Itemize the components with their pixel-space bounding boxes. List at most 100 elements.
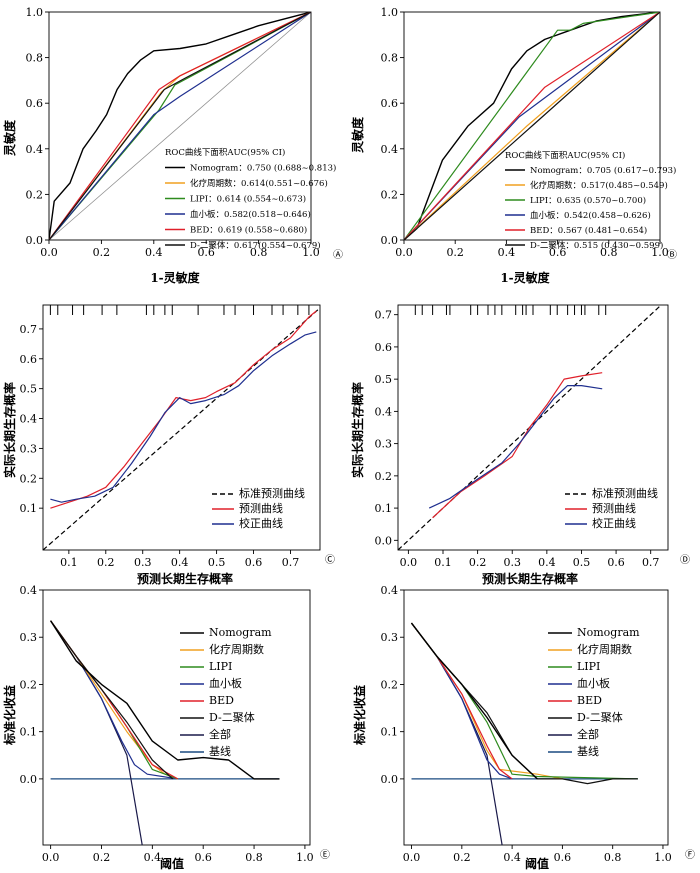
y-tick-label: 1.0 — [381, 6, 399, 19]
x-tick-label: 0.4 — [503, 851, 521, 864]
y-tick-label: 0.4 — [381, 584, 399, 597]
x-tick-label: 1.0 — [296, 851, 314, 864]
legend-label: BED：0.619 (0.558~0.680) — [190, 225, 307, 236]
x-tick-label: 0.2 — [93, 246, 111, 259]
y-axis-label: 标准化收益 — [2, 685, 17, 746]
y-tick-label: 0.0 — [381, 773, 399, 786]
y-tick-label: 0.2 — [20, 678, 38, 691]
legend-label: D-二聚体 — [577, 710, 623, 724]
legend-label: 全部 — [577, 727, 599, 741]
legend-label: 化疗周期数：0.517(0.485~0.549) — [530, 180, 668, 191]
y-tick-label: 0.7 — [375, 309, 393, 322]
legend-label: 校正曲线 — [239, 516, 283, 530]
series-line-nomogram — [50, 620, 280, 780]
plot-frame — [42, 589, 311, 846]
panel-letter: Ⓑ — [667, 249, 677, 261]
legend-title: ROC曲线下面积AUC(95% CI) — [165, 147, 285, 158]
y-tick-label: 0.8 — [381, 52, 399, 65]
x-tick-label: 0.1 — [60, 556, 78, 569]
legend-label: 标准预测曲线 — [592, 486, 658, 500]
y-tick-label: 0.6 — [381, 97, 399, 110]
x-tick-label: 0.1 — [434, 556, 452, 569]
x-tick-label: 0.2 — [453, 851, 471, 864]
series-line-ddimer — [49, 12, 311, 240]
y-tick-label: 0.6 — [26, 97, 44, 110]
legend-label: 血小板 — [577, 676, 610, 690]
legend-label: D-二聚体：0.515 (0.430~0.599) — [530, 240, 663, 251]
y-tick-label: 0.4 — [20, 584, 38, 597]
x-tick-label: 1.0 — [302, 246, 320, 259]
x-tick-label: 0.6 — [554, 851, 572, 864]
x-tick-label: 0.6 — [194, 851, 212, 864]
panel-f: 0.0 0.2 0.4 0.6 0.8 1.0 0.0 0.1 0.2 0.3 0.4 阈值 标准化收益… — [352, 584, 695, 871]
y-tick-label: 0.3 — [375, 438, 393, 451]
x-tick-label: 0.2 — [97, 556, 115, 569]
plot-frame — [403, 11, 661, 241]
series-line-platelet — [50, 331, 317, 503]
y-tick-label: 0.1 — [381, 726, 399, 739]
legend: ROC曲线下面积AUC(95% CI) Nomogram：0.705 (0.617… — [505, 150, 676, 251]
x-axis-label: 阈值 — [160, 856, 184, 871]
series-line-bed — [50, 620, 179, 780]
y-tick-label: 0.1 — [20, 502, 38, 515]
x-tick-label: 1.0 — [651, 246, 669, 259]
legend-label: LIPI — [577, 660, 600, 673]
legend-label: 基线 — [209, 744, 231, 758]
legend-label: LIPI：0.614 (0.554~0.673) — [190, 194, 306, 205]
series-line-bed — [50, 310, 317, 509]
y-tick-label: 0.5 — [20, 383, 38, 396]
x-tick-label: 0.4 — [538, 556, 556, 569]
plot-frame — [403, 589, 669, 846]
y-tick-label: 0.7 — [20, 323, 38, 336]
y-tick-label: 0.3 — [20, 442, 38, 455]
series-line-nomogram — [49, 12, 311, 240]
series-line-platelet — [50, 620, 178, 780]
x-tick-label: 0.4 — [498, 246, 516, 259]
x-tick-label: 0.0 — [42, 851, 60, 864]
series-line-chemo — [50, 620, 179, 780]
y-tick-label: 1.0 — [26, 6, 44, 19]
y-tick-label: 0.2 — [381, 678, 399, 691]
series-line-bed — [432, 372, 603, 519]
panel-c: 0.1 0.2 0.3 0.4 0.5 0.6 0.7 0.1 0.2 0.3 0.4 0.5 0.6 0… — [2, 304, 335, 586]
x-tick-label: 0.6 — [245, 556, 263, 569]
x-axis-label: 阈值 — [525, 856, 549, 871]
legend-label: 校正曲线 — [592, 516, 636, 530]
x-tick-label: 1.0 — [654, 851, 672, 864]
series-line-bed — [49, 12, 311, 240]
legend-label: D-二聚体：0.617(0.554~0.679) — [190, 240, 321, 251]
legend-label: BED — [577, 694, 602, 707]
y-axis-label: 灵敏度 — [2, 119, 17, 156]
y-axis-label: 灵敏度 — [350, 116, 365, 153]
panel-a: 0.0 0.2 0.4 0.6 0.8 1.0 0.0 0.2 0.4 0.6 0.8 1.0 1-灵敏… — [2, 6, 343, 285]
panel-letter: Ⓕ — [685, 849, 695, 861]
x-tick-label: 0.7 — [642, 556, 660, 569]
series-line-bed — [411, 622, 513, 780]
legend-label: 血小板：0.542(0.458~0.626) — [530, 210, 651, 221]
x-tick-label: 0.0 — [40, 246, 58, 259]
y-tick-label: 0.2 — [375, 470, 393, 483]
series-line-platelet — [49, 12, 311, 240]
x-tick-label: 0.6 — [549, 246, 567, 259]
legend-label: Nomogram — [577, 626, 640, 639]
y-tick-label: 0.5 — [375, 373, 393, 386]
x-tick-label: 0.8 — [250, 246, 268, 259]
y-tick-label: 0.0 — [20, 773, 38, 786]
legend-label: 预测曲线 — [239, 501, 283, 515]
x-tick-label: 0.2 — [446, 246, 464, 259]
y-tick-label: 0.2 — [381, 188, 399, 201]
series-line-all — [411, 622, 503, 845]
panel-e: 0.0 0.2 0.4 0.6 0.8 1.00.00.10.20.30.4阈值标准化收益… — [2, 584, 330, 871]
y-axis-label: 实际长期生存概率 — [2, 382, 17, 478]
y-tick-label: 0.1 — [375, 502, 393, 515]
series-line-platelet — [428, 385, 603, 509]
y-tick-label: 0.8 — [26, 52, 44, 65]
y-axis-label: 实际长期生存概率 — [350, 382, 365, 478]
y-tick-label: 0.0 — [26, 234, 44, 247]
panel-letter: Ⓔ — [320, 849, 330, 861]
legend-title: ROC曲线下面积AUC(95% CI) — [505, 150, 625, 161]
plot-frame — [48, 11, 312, 241]
